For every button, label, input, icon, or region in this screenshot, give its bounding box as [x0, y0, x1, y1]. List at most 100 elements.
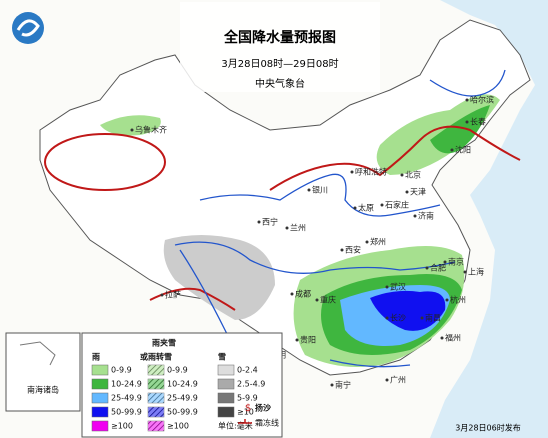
city-label: 沈阳	[455, 145, 471, 155]
city-dot	[425, 266, 429, 270]
period: 3月28日08时—29日08时	[221, 58, 338, 70]
city-dot	[130, 128, 134, 132]
city-label: 石家庄	[385, 200, 409, 210]
city-label: 杭州	[450, 295, 466, 305]
city-dot	[365, 240, 369, 244]
city-dot	[465, 120, 469, 124]
inset-coast	[19, 341, 56, 366]
city-label: 银川	[312, 185, 328, 195]
city-label: 成都	[295, 289, 311, 299]
city-dot	[385, 316, 389, 320]
legend-label: ≥100	[111, 422, 133, 431]
city-dot	[380, 203, 384, 207]
legend-title: 雨夹雪	[152, 338, 176, 348]
city-label: 福州	[445, 334, 461, 343]
legend-unit: 单位:毫米	[218, 421, 253, 431]
frost-symbol	[238, 419, 252, 424]
footer: 3月28日06时发布	[455, 423, 520, 433]
city-dot	[440, 336, 444, 340]
city-label: 西宁	[262, 217, 278, 227]
city-label: 郑州	[370, 237, 386, 247]
logo-swirl	[16, 19, 40, 37]
legend-hatch	[148, 421, 164, 431]
city-dot	[350, 170, 354, 174]
rain-area	[100, 115, 161, 136]
frost-lines	[44, 125, 521, 311]
city-label: 哈尔滨	[470, 95, 494, 105]
rain-area	[370, 290, 446, 331]
legend-swatch	[91, 392, 109, 404]
city-label: 南京	[448, 257, 464, 267]
sea	[430, 0, 548, 438]
title: 全国降水量预报图	[223, 29, 336, 46]
city-label: 济南	[418, 211, 434, 221]
legend-label: ≥100	[167, 422, 189, 431]
legend-label: 10-24.9	[167, 380, 198, 389]
logo	[12, 12, 44, 44]
city-dot	[385, 285, 389, 289]
city-label: 北京	[405, 170, 421, 180]
legend-swatch	[91, 420, 109, 432]
city-dot	[465, 98, 469, 102]
snow-area	[163, 235, 275, 320]
legend-box	[81, 332, 283, 438]
legend-hatch	[148, 379, 164, 389]
legend-hatch	[148, 407, 164, 417]
city-dot	[290, 292, 294, 296]
legend-swatch	[217, 392, 235, 404]
city-label: 拉萨	[165, 290, 181, 300]
city-label: 南昌	[425, 313, 441, 323]
city-label: 呼和浩特	[355, 167, 387, 177]
inset-box	[5, 332, 81, 412]
city-dot	[315, 298, 319, 302]
city-label: 天津	[410, 187, 426, 197]
legend-swatch	[91, 406, 109, 418]
city-label: 西安	[345, 245, 361, 255]
city-dot	[385, 378, 389, 382]
issuer: 中央气象台	[255, 77, 305, 90]
city-dot	[257, 220, 261, 224]
city-dot	[340, 248, 344, 252]
city-label: 上海	[468, 267, 484, 277]
rain-area	[430, 105, 490, 154]
city-label: 贵阳	[300, 335, 316, 345]
legend-label: ≥10	[237, 408, 254, 417]
legend-label: 50-99.9	[167, 408, 198, 417]
legend-label: 10-24.9	[111, 380, 142, 389]
legend-hatch	[148, 393, 164, 403]
legend-label: 0-9.9	[167, 366, 188, 375]
city-dot	[450, 148, 454, 152]
legend-title: 雨	[92, 353, 100, 362]
city-dot	[285, 226, 289, 230]
legend-label: 2.5-4.9	[237, 380, 265, 389]
legend-swatch	[217, 378, 235, 390]
city-dot	[420, 316, 424, 320]
city-label: 重庆	[320, 295, 336, 305]
city-label: 兰州	[290, 223, 306, 233]
city-label: 长春	[470, 117, 486, 127]
legend-label: 25-49.9	[167, 394, 198, 403]
legend-sand: 扬沙	[255, 403, 271, 413]
legend-title: 或雨转雪	[140, 352, 172, 362]
city-dot	[295, 338, 299, 342]
city-label: 南宁	[335, 380, 351, 390]
city-dot	[463, 270, 467, 274]
city-dot	[413, 214, 417, 218]
inset-label: 南海诸岛	[27, 385, 59, 395]
city-label: 长沙	[390, 313, 406, 323]
city-dot	[160, 293, 164, 297]
legend-frost: 霜冻线	[255, 418, 279, 428]
sand-symbol: $	[245, 403, 251, 414]
city-label: 广州	[390, 375, 406, 385]
city-label: 太原	[358, 203, 374, 213]
legend-label: 0-9.9	[111, 366, 132, 375]
city-dot	[353, 206, 357, 210]
legend-label: 0-2.4	[237, 366, 258, 375]
title-box	[180, 2, 380, 92]
legend-label: 50-99.9	[111, 408, 142, 417]
legend-label: 5-9.9	[237, 394, 258, 403]
legend-swatch	[217, 406, 235, 418]
city-label: 合肥	[430, 263, 446, 273]
city-dot	[405, 190, 409, 194]
